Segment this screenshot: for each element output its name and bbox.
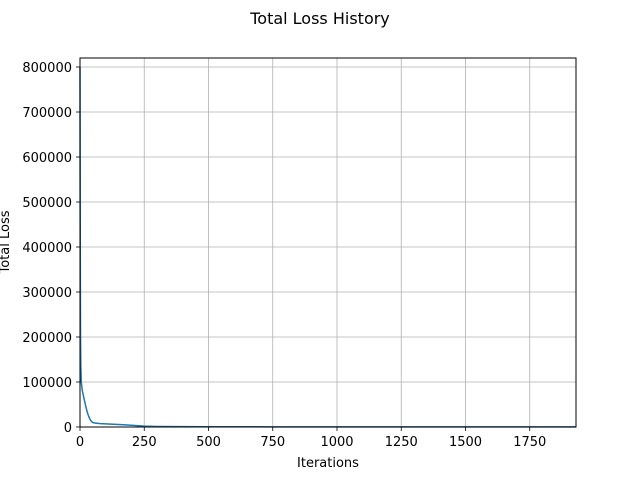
- x-tick-label: 0: [76, 435, 84, 450]
- x-tick-label: 250: [132, 435, 157, 450]
- plot-frame: [79, 57, 577, 428]
- x-tick-label: 500: [196, 435, 221, 450]
- y-tick-label: 700000: [22, 106, 72, 121]
- y-tick-label: 200000: [22, 331, 72, 346]
- y-tick-label: 600000: [22, 151, 72, 166]
- y-axis-label: Total Loss: [0, 210, 13, 274]
- x-tick-label: 1000: [320, 435, 353, 450]
- x-tick-label: 750: [260, 435, 285, 450]
- x-tick-label: 1250: [385, 435, 418, 450]
- y-tick-label: 300000: [22, 286, 72, 301]
- y-tick-label: 800000: [22, 61, 72, 76]
- y-tick-label: 0: [64, 421, 72, 436]
- y-tick-label: 100000: [22, 376, 72, 391]
- x-tick-label: 1500: [449, 435, 482, 450]
- y-tick-label: 500000: [22, 196, 72, 211]
- ticks: 0 250 500 750 1000 1250 1500 1750 0 100000 200000 3…: [22, 61, 546, 450]
- x-tick-label: 1750: [513, 435, 546, 450]
- grid: [79, 58, 576, 428]
- chart-title: Total Loss History: [249, 9, 390, 28]
- y-tick-label: 400000: [22, 241, 72, 256]
- x-axis-label: Iterations: [297, 456, 359, 471]
